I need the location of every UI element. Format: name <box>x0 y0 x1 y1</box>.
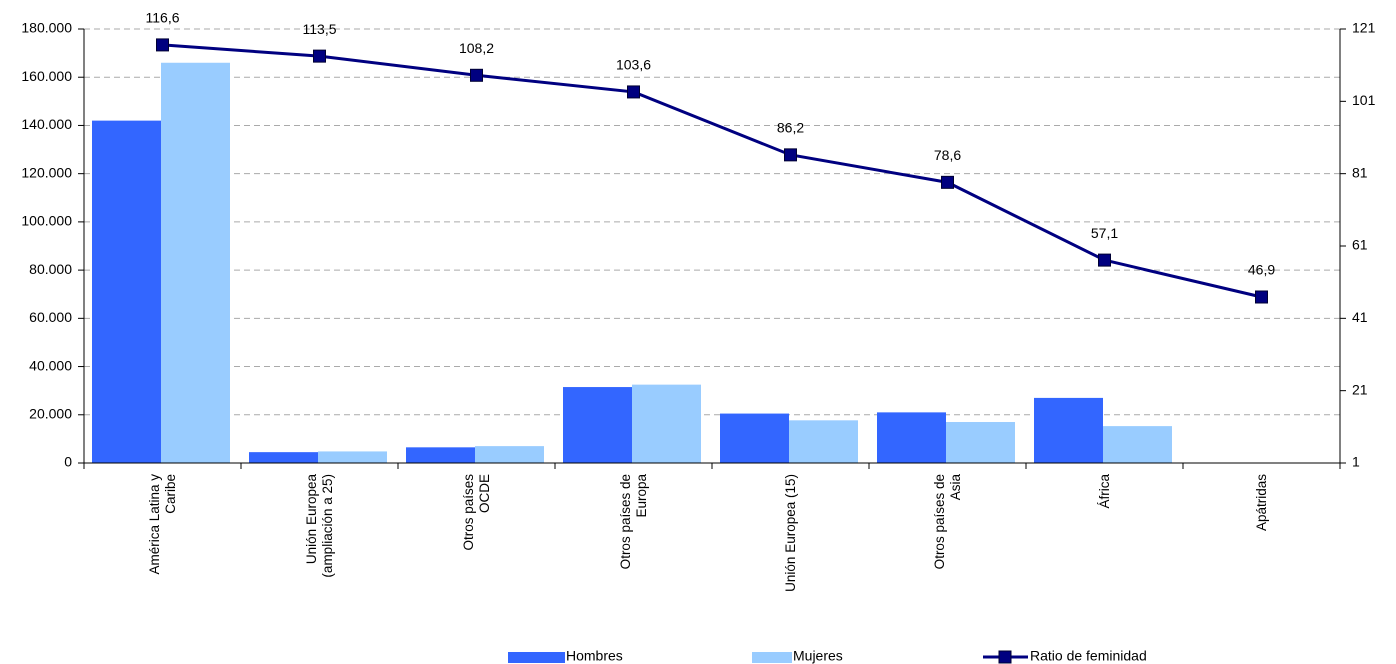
y-tick-label: 80.000 <box>29 261 72 277</box>
y2-tick-label: 1 <box>1352 454 1360 470</box>
bar <box>161 62 230 463</box>
y-tick-label: 180.000 <box>21 20 72 36</box>
data-label: 113,5 <box>303 21 337 37</box>
line <box>162 43 1262 299</box>
x-tick-label: Unión Europea (ampliación a 25) <box>303 474 335 578</box>
y-tick-label: 160.000 <box>21 68 72 84</box>
data-label: 86,2 <box>777 120 804 136</box>
bar <box>475 446 544 463</box>
y2-tick-label: 101 <box>1352 92 1376 108</box>
x-tick-label: África <box>1096 474 1112 509</box>
x-tick-label: Otros países de Europa <box>617 474 649 570</box>
y2-tick-label: 41 <box>1352 309 1368 325</box>
data-label: 57,1 <box>1091 225 1118 241</box>
y-tick-label: 40.000 <box>29 357 72 373</box>
legend-label: Hombres <box>566 648 623 664</box>
marker <box>941 175 954 189</box>
y-tick-label: 60.000 <box>29 309 72 325</box>
y-tick-label: 20.000 <box>29 405 72 421</box>
data-label: 116,6 <box>146 10 180 26</box>
marker <box>1098 253 1111 267</box>
bar <box>877 412 946 463</box>
y-tick-label: 120.000 <box>21 164 72 180</box>
legend-marker <box>998 650 1012 664</box>
bar <box>1103 426 1172 463</box>
bar <box>720 413 789 463</box>
y-tick-label: 0 <box>64 454 72 470</box>
y-tick-label: 100.000 <box>21 213 72 229</box>
data-label: 103,6 <box>616 57 651 73</box>
x-tick-label: Unión Europea (15) <box>782 474 798 592</box>
x-tick-label: Apátridas <box>1253 474 1269 532</box>
bar <box>406 447 475 463</box>
legend-swatch <box>752 652 792 663</box>
bar <box>318 451 387 463</box>
marker <box>313 49 326 63</box>
data-label: 78,6 <box>934 147 961 163</box>
bar <box>789 420 858 463</box>
y2-tick-label: 121 <box>1352 20 1376 36</box>
marker <box>1255 290 1268 304</box>
legend-label: Mujeres <box>793 648 843 664</box>
marker <box>470 68 483 82</box>
marker <box>784 148 797 162</box>
y2-tick-label: 61 <box>1352 237 1368 253</box>
marker <box>156 38 169 52</box>
y2-tick-label: 81 <box>1352 164 1368 180</box>
legend-label: Ratio de feminidad <box>1030 648 1147 664</box>
bar <box>249 452 318 463</box>
x-tick-label: Otros países de Asia <box>931 474 963 570</box>
legend-swatch <box>508 652 565 663</box>
y2-tick-label: 21 <box>1352 381 1368 397</box>
x-tick-label: Otros países OCDE <box>460 474 492 551</box>
bar <box>946 422 1015 463</box>
bar <box>563 387 632 463</box>
bar <box>632 384 701 463</box>
bar <box>92 120 161 463</box>
x-tick-label: América Latina y Caribe <box>146 474 178 575</box>
y-tick-label: 140.000 <box>21 116 72 132</box>
marker <box>627 85 640 99</box>
data-label: 46,9 <box>1248 262 1275 278</box>
data-label: 108,2 <box>459 40 494 56</box>
bar <box>1034 397 1103 463</box>
